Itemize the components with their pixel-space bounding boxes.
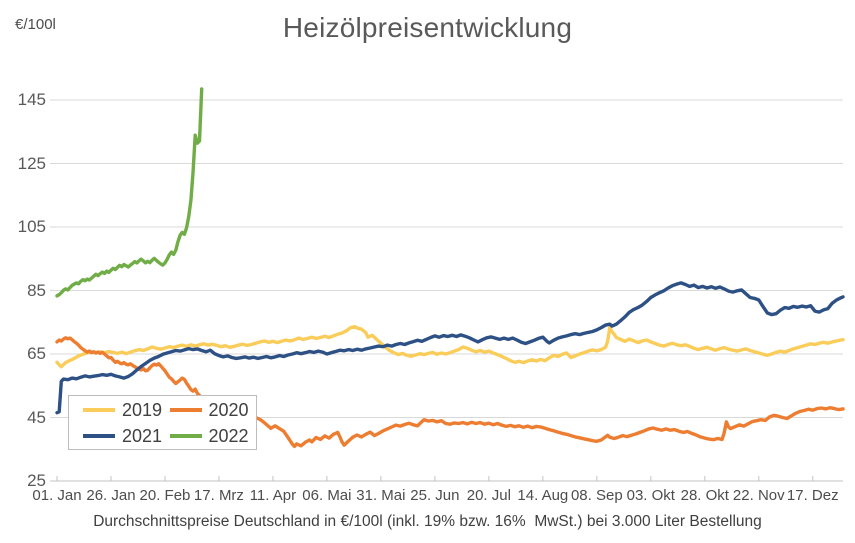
x-tick-label: 17. Mrz bbox=[193, 487, 244, 504]
y-tick-label: 25 bbox=[27, 471, 46, 490]
legend-swatch-2019 bbox=[83, 407, 115, 412]
x-tick-label: 25. Jun bbox=[410, 487, 460, 504]
chart-caption: Durchschnittspreise Deutschland in €/100… bbox=[93, 513, 762, 530]
chart-title: Heizölpreisentwicklung bbox=[282, 12, 573, 43]
y-tick-label: 105 bbox=[17, 217, 46, 236]
legend-label: 2019 bbox=[122, 399, 163, 420]
legend-swatch-2021 bbox=[83, 433, 115, 438]
x-tick-label: 20. Jul bbox=[466, 487, 511, 504]
x-tick-label: 03. Okt bbox=[626, 487, 675, 504]
chart-legend: 2019 2020 2021 2022 bbox=[68, 395, 257, 450]
legend-item-2020: 2020 bbox=[169, 398, 257, 422]
x-tick-label: 17. Dez bbox=[786, 487, 839, 504]
legend-item-2022: 2022 bbox=[169, 424, 257, 448]
x-tick-label: 11. Apr bbox=[249, 487, 297, 504]
y-tick-label: 65 bbox=[27, 344, 46, 363]
legend-label: 2021 bbox=[122, 425, 163, 446]
legend-swatch-2020 bbox=[169, 407, 202, 412]
legend-swatch-2022 bbox=[169, 433, 202, 438]
series-line-2021 bbox=[55, 281, 845, 415]
y-axis-unit-label: €/100l bbox=[15, 16, 56, 33]
x-tick-label: 01. Jan bbox=[32, 487, 82, 504]
y-tick-label: 45 bbox=[27, 407, 46, 427]
x-tick-label: 28. Okt bbox=[680, 487, 729, 504]
x-tick-label: 08. Sep bbox=[570, 487, 623, 504]
y-tick-label: 145 bbox=[17, 90, 46, 109]
series-line-2022 bbox=[55, 87, 204, 298]
y-tick-label: 125 bbox=[17, 153, 46, 173]
x-tick-label: 06. Mai bbox=[302, 487, 352, 504]
x-tick-label: 22. Nov bbox=[732, 487, 785, 504]
x-tick-label: 31. Mai bbox=[356, 487, 406, 504]
legend-item-2019: 2019 bbox=[83, 398, 170, 422]
legend-label: 2022 bbox=[208, 425, 249, 446]
legend-item-2021: 2021 bbox=[83, 424, 170, 448]
x-tick-label: 14. Aug bbox=[517, 487, 569, 504]
series-line-2019 bbox=[55, 325, 845, 369]
x-tick-label: 20. Feb bbox=[139, 487, 191, 504]
x-tick-label: 26. Jan bbox=[86, 487, 136, 504]
y-tick-label: 85 bbox=[27, 280, 46, 300]
legend-label: 2020 bbox=[208, 399, 249, 420]
